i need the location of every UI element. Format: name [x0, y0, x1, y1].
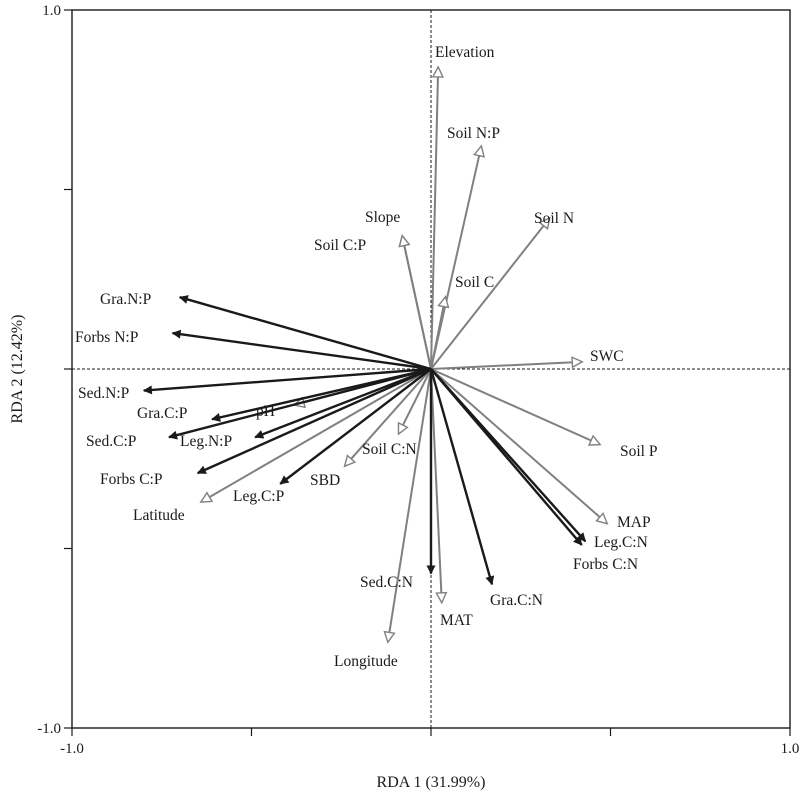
leg-n-p-label: Leg.N:P	[180, 433, 232, 450]
y-tick-label: -1.0	[37, 721, 61, 737]
soil-c-label: Soil C	[455, 274, 494, 291]
map-label: MAP	[617, 514, 651, 531]
forbs-n-p-vector	[171, 329, 432, 371]
x-axis-title: RDA 1 (31.99%)	[377, 774, 486, 791]
forbs-c-p-vector	[196, 367, 432, 475]
slope-label: Slope	[365, 209, 400, 226]
soil-c-n-label: Soil C:N	[362, 441, 417, 458]
sed-c-n-label: Sed.C:N	[360, 574, 413, 591]
y-tick-label: 1.0	[42, 3, 61, 19]
longitude-label: Longitude	[334, 653, 398, 670]
y-axis-title: RDA 2 (12.42%)	[9, 315, 26, 424]
soil-c-vector	[430, 297, 445, 370]
elevation-label: Elevation	[435, 44, 495, 61]
elevation-vector	[430, 67, 438, 370]
sed-c-p-vector	[168, 367, 432, 440]
leg-c-p-vector	[279, 368, 432, 485]
latitude-label: Latitude	[133, 507, 185, 524]
sbd-vector	[345, 368, 432, 466]
ph-label: pH	[256, 403, 275, 420]
x-tick-label: 1.0	[781, 741, 800, 757]
mat-label: MAT	[440, 612, 473, 629]
soil-c-p-vector	[402, 236, 432, 370]
longitude-vector	[388, 368, 432, 642]
latitude-vector	[201, 368, 432, 502]
mat-vector	[430, 368, 442, 602]
soil-p-label: Soil P	[620, 443, 657, 460]
gra-c-p-label: Gra.C:P	[137, 405, 187, 422]
plant-stoichiometry-vectors	[142, 295, 587, 586]
axis-ticks: -1.0 1.0 -1.0 1.0	[37, 3, 799, 757]
leg-c-p-label: Leg.C:P	[233, 488, 284, 505]
gra-c-n-vector	[429, 368, 495, 586]
forbs-c-n-vector	[430, 368, 583, 546]
leg-c-n-label: Leg.C:N	[594, 534, 648, 551]
gra-n-p-label: Gra.N:P	[100, 291, 151, 308]
soil-n-label: Soil N	[534, 210, 574, 227]
map-vector	[430, 368, 607, 523]
swc-label: SWC	[590, 348, 624, 365]
sbd-label: SBD	[310, 472, 340, 489]
gra-c-n-label: Gra.C:N	[490, 592, 543, 609]
x-tick-label: -1.0	[60, 741, 84, 757]
soil-n-p-label: Soil N:P	[447, 125, 500, 142]
soil-n-vector	[430, 218, 549, 370]
gra-n-p-vector	[178, 295, 432, 371]
forbs-c-n-label: Forbs C:N	[573, 556, 638, 573]
sed-c-p-label: Sed.C:P	[86, 433, 136, 450]
swc-vector	[430, 362, 582, 370]
environmental-factor-vectors	[201, 67, 607, 641]
soil-c-n-vector	[399, 368, 432, 434]
soil-p-vector	[430, 368, 600, 444]
forbs-c-p-label: Forbs C:P	[100, 471, 162, 488]
sed-n-p-vector	[142, 367, 432, 395]
forbs-n-p-label: Forbs N:P	[75, 329, 138, 346]
leg-n-p-vector	[254, 367, 432, 439]
soil-c-p-label: Soil C:P	[314, 237, 366, 254]
sed-n-p-label: Sed.N:P	[78, 385, 129, 402]
